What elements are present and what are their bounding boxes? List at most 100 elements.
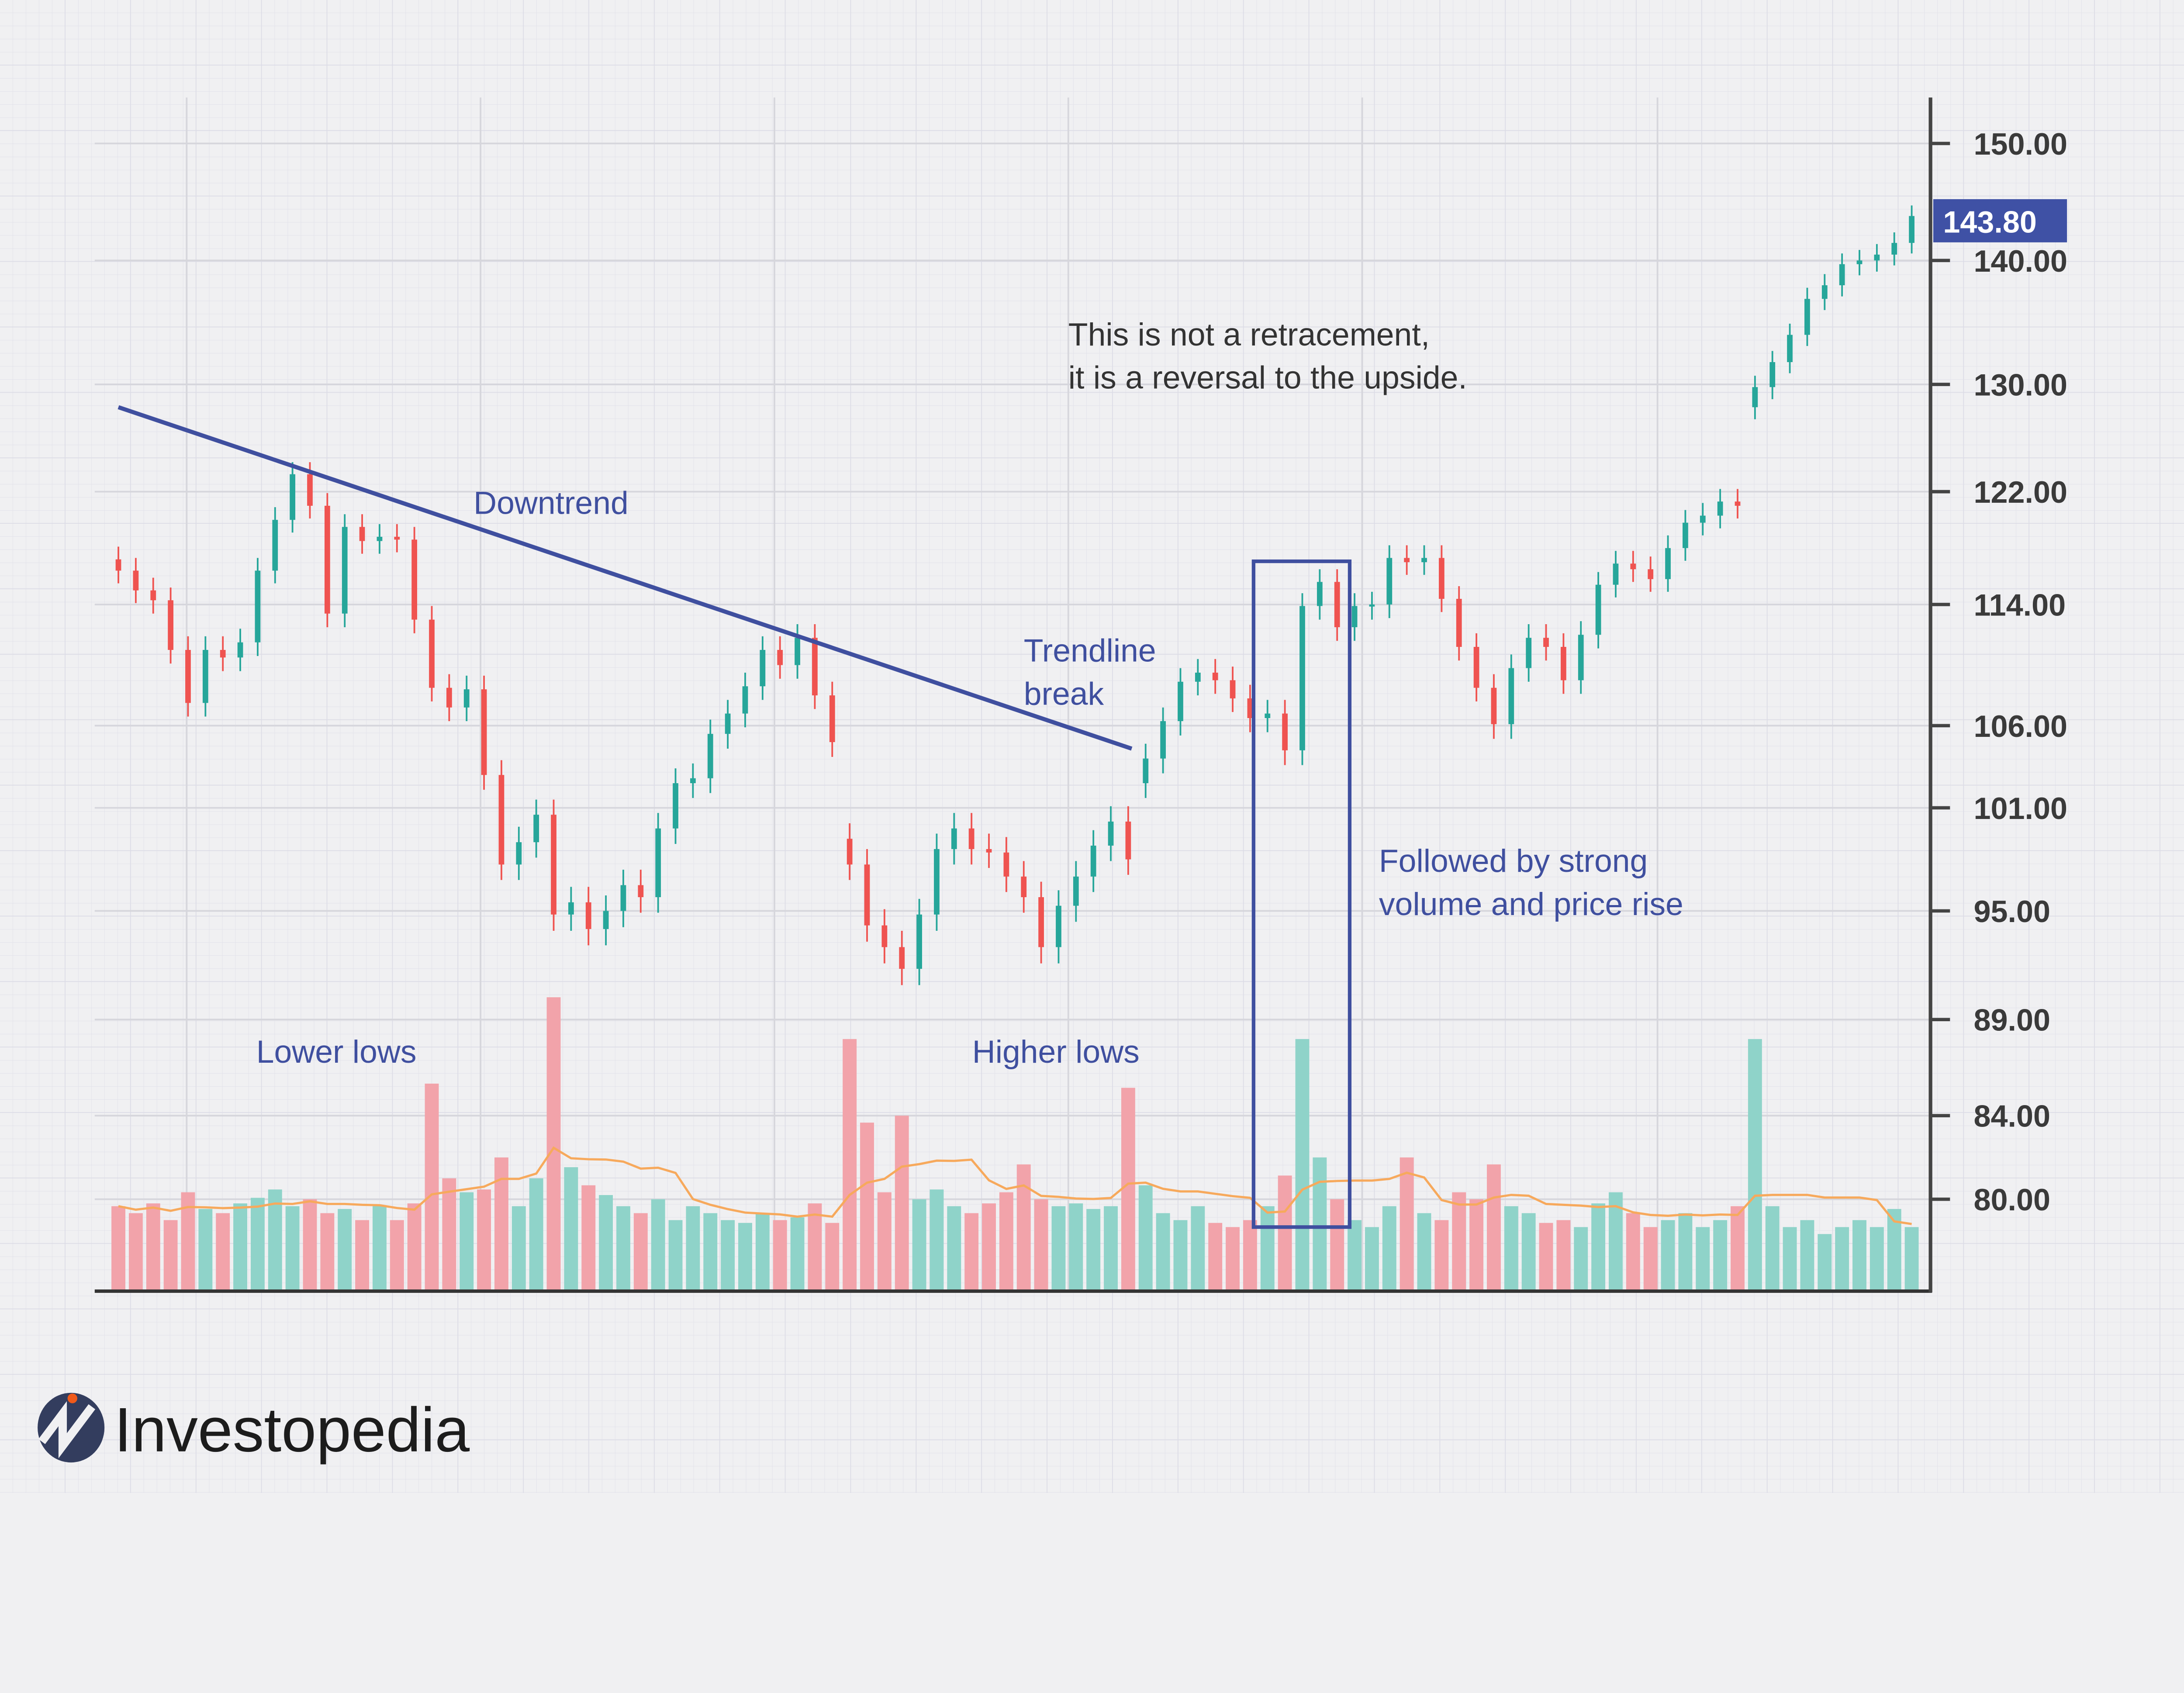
annotation-trendline-break-line1: Trendline — [1024, 633, 1156, 669]
candle-body — [1909, 216, 1914, 243]
volume-bar — [1173, 1220, 1188, 1290]
volume-bar — [686, 1206, 700, 1290]
volume-bar — [1713, 1220, 1728, 1290]
volume-bar — [825, 1223, 840, 1290]
candle-body — [446, 688, 452, 708]
volume-bar — [773, 1220, 787, 1290]
candle-body — [899, 947, 905, 969]
y-axis-ticks: 150.00 140.00 130.00 122.00 114.00 106.00 101.… — [1930, 127, 2067, 1217]
volume-bar — [860, 1123, 874, 1290]
candle-body — [377, 536, 383, 541]
volume-bar — [1452, 1192, 1466, 1290]
volume-bar — [1138, 1185, 1153, 1290]
annotation-reversal-line2: it is a reversal to the upside. — [1068, 360, 1467, 396]
volume-moving-average-line — [118, 1146, 1912, 1225]
candle-body — [1160, 721, 1166, 759]
candle-body — [1247, 698, 1253, 719]
candle-body — [620, 885, 626, 911]
volume-bar — [1295, 1039, 1310, 1290]
candle-body — [1630, 563, 1636, 570]
candle-body — [1648, 569, 1654, 579]
volume-bar — [999, 1192, 1013, 1290]
candle-body — [1369, 604, 1375, 607]
y-tick-label: 122.00 — [1973, 475, 2067, 509]
candle-body — [394, 536, 400, 540]
candle-body — [1438, 558, 1444, 599]
volume-bar — [146, 1203, 160, 1290]
candle-body — [307, 474, 313, 506]
candle-body — [1421, 558, 1427, 563]
candle-body — [533, 815, 539, 843]
volume-bar — [407, 1203, 422, 1290]
candle-body — [585, 902, 591, 929]
volume-bar — [1208, 1223, 1223, 1290]
volume-bar — [1696, 1227, 1710, 1290]
candle-body — [1195, 672, 1201, 682]
candle-body — [1212, 672, 1218, 681]
volume-bar — [216, 1213, 230, 1290]
last-price-label: 143.80 — [1943, 205, 2037, 239]
volume-bar — [1243, 1220, 1257, 1290]
volume-bar — [755, 1213, 770, 1290]
candle-body — [498, 775, 505, 865]
volume-bar — [1226, 1227, 1240, 1290]
volume-bar — [616, 1206, 630, 1290]
last-price-tag: 143.80 — [1933, 199, 2067, 242]
candle-body — [1473, 647, 1479, 688]
candle-body — [742, 686, 748, 714]
candle-body — [1700, 515, 1706, 523]
annotation-reversal-line1: This is not a retracement, — [1068, 317, 1430, 352]
candle-body — [881, 925, 888, 947]
volume-bar — [1260, 1206, 1275, 1290]
candle-body — [1021, 876, 1027, 897]
candle-body — [1561, 647, 1566, 681]
volume-bar — [599, 1195, 613, 1290]
last-price-tag-background — [1933, 199, 2067, 242]
candle-body — [1317, 582, 1323, 606]
candle-body — [429, 619, 435, 688]
volume-bar — [982, 1203, 996, 1290]
annotation-downtrend: Downtrend — [473, 485, 629, 521]
chart: 150.00 140.00 130.00 122.00 114.00 106.00 101.… — [0, 0, 2184, 1493]
volume-bar — [1434, 1220, 1449, 1290]
volume-bar — [1313, 1157, 1327, 1290]
volume-bar — [1643, 1227, 1658, 1290]
volume-bar — [1521, 1213, 1536, 1290]
candle-body — [1108, 821, 1114, 846]
volume-bar — [1400, 1157, 1414, 1290]
candle-body — [1804, 299, 1810, 335]
candle-body — [1073, 876, 1079, 906]
candle-body — [707, 734, 713, 778]
candle-body — [1508, 668, 1514, 724]
candle-body — [481, 689, 487, 775]
candle-body — [1595, 584, 1601, 635]
volume-bar — [930, 1189, 944, 1290]
volume-bar — [633, 1213, 648, 1290]
candle-body — [1056, 905, 1061, 947]
volume-bar — [529, 1178, 543, 1290]
candle-body — [673, 783, 678, 829]
candle-body — [551, 815, 556, 915]
volume-bar — [1086, 1209, 1101, 1290]
volume-bar — [843, 1039, 857, 1290]
candlesticks — [115, 205, 1914, 985]
volume-bar — [964, 1213, 979, 1290]
candle-body — [1787, 335, 1793, 363]
y-tick-label: 150.00 — [1973, 127, 2067, 161]
candle-body — [359, 527, 365, 541]
candle-body — [1090, 846, 1096, 877]
volume-bar — [1800, 1220, 1814, 1290]
candle-body — [986, 849, 992, 853]
volume-bar — [790, 1217, 805, 1290]
volume-bar — [947, 1206, 961, 1290]
candle-body — [864, 864, 870, 926]
candle-body — [916, 914, 922, 969]
volume-bar — [1591, 1203, 1606, 1290]
volume-bar — [703, 1213, 718, 1290]
volume-bar — [128, 1213, 143, 1290]
candle-body — [968, 828, 975, 849]
candle-body — [603, 911, 609, 929]
candle-body — [272, 520, 278, 571]
volume-bar — [111, 1206, 125, 1290]
candle-body — [1404, 558, 1410, 563]
